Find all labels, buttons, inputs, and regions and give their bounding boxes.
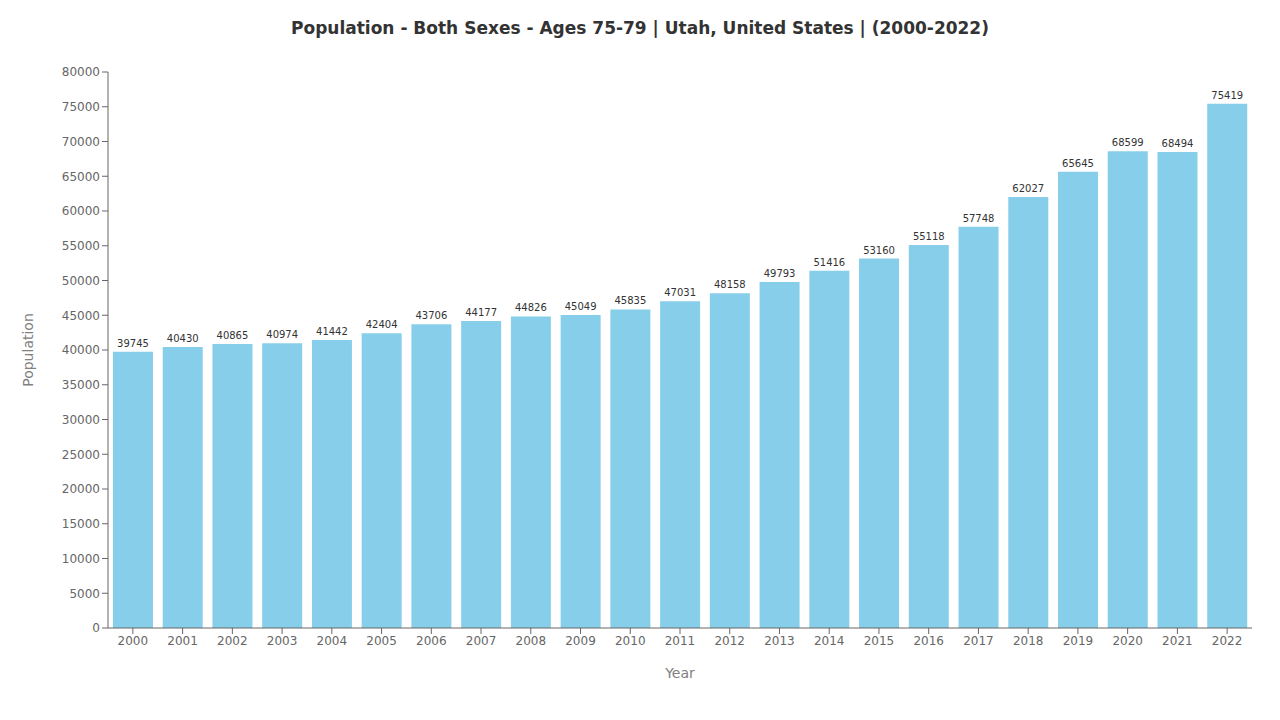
svg-text:2005: 2005 [366, 634, 397, 648]
svg-text:2015: 2015 [864, 634, 895, 648]
svg-text:25000: 25000 [62, 448, 100, 462]
svg-text:2007: 2007 [466, 634, 497, 648]
svg-text:2013: 2013 [764, 634, 795, 648]
svg-text:2003: 2003 [267, 634, 298, 648]
svg-text:2006: 2006 [416, 634, 447, 648]
svg-text:45835: 45835 [614, 295, 646, 306]
svg-text:10000: 10000 [62, 552, 100, 566]
svg-text:2011: 2011 [665, 634, 696, 648]
svg-text:50000: 50000 [62, 274, 100, 288]
svg-text:43706: 43706 [416, 310, 448, 321]
svg-text:65645: 65645 [1062, 158, 1094, 169]
svg-text:60000: 60000 [62, 204, 100, 218]
svg-text:40974: 40974 [266, 329, 298, 340]
svg-text:80000: 80000 [62, 65, 100, 79]
svg-text:0: 0 [92, 621, 100, 635]
svg-text:39745: 39745 [117, 338, 149, 349]
svg-text:49793: 49793 [764, 268, 796, 279]
svg-text:40000: 40000 [62, 343, 100, 357]
svg-text:2002: 2002 [217, 634, 248, 648]
svg-text:2000: 2000 [118, 634, 149, 648]
svg-text:2004: 2004 [317, 634, 348, 648]
svg-text:45000: 45000 [62, 309, 100, 323]
svg-text:53160: 53160 [863, 245, 895, 256]
svg-text:2016: 2016 [913, 634, 944, 648]
svg-text:65000: 65000 [62, 170, 100, 184]
svg-text:75419: 75419 [1211, 90, 1243, 101]
svg-text:40430: 40430 [167, 333, 199, 344]
svg-text:20000: 20000 [62, 482, 100, 496]
svg-text:57748: 57748 [963, 213, 995, 224]
svg-text:2014: 2014 [814, 634, 845, 648]
svg-text:2010: 2010 [615, 634, 646, 648]
svg-text:68494: 68494 [1162, 138, 1194, 149]
svg-text:2017: 2017 [963, 634, 994, 648]
svg-text:2012: 2012 [714, 634, 745, 648]
svg-text:70000: 70000 [62, 135, 100, 149]
svg-text:Year: Year [664, 665, 695, 681]
svg-text:40865: 40865 [217, 330, 249, 341]
svg-text:45049: 45049 [565, 301, 597, 312]
svg-text:2001: 2001 [167, 634, 198, 648]
svg-text:2009: 2009 [565, 634, 596, 648]
svg-text:2021: 2021 [1162, 634, 1193, 648]
html-text:Population - Both Sexes - Ages: Population - Both Sexes - Ages 75-79 | U… [291, 18, 989, 38]
svg-text:35000: 35000 [62, 378, 100, 392]
svg-text:41442: 41442 [316, 326, 348, 337]
svg-text:Population: Population [20, 313, 36, 387]
svg-text:68599: 68599 [1112, 137, 1144, 148]
svg-text:2020: 2020 [1112, 634, 1143, 648]
svg-text:2022: 2022 [1212, 634, 1243, 648]
svg-text:2018: 2018 [1013, 634, 1044, 648]
svg-text:75000: 75000 [62, 100, 100, 114]
svg-text:2008: 2008 [516, 634, 547, 648]
svg-text:47031: 47031 [664, 287, 696, 298]
svg-text:5000: 5000 [69, 587, 100, 601]
svg-text:48158: 48158 [714, 279, 746, 290]
svg-text:30000: 30000 [62, 413, 100, 427]
svg-text:2019: 2019 [1063, 634, 1094, 648]
svg-text:44177: 44177 [465, 307, 497, 318]
svg-text:55118: 55118 [913, 231, 945, 242]
svg-text:44826: 44826 [515, 302, 547, 313]
svg-text:62027: 62027 [1012, 183, 1044, 194]
svg-text:15000: 15000 [62, 517, 100, 531]
svg-text:51416: 51416 [813, 257, 845, 268]
svg-text:55000: 55000 [62, 239, 100, 253]
svg-text:42404: 42404 [366, 319, 398, 330]
